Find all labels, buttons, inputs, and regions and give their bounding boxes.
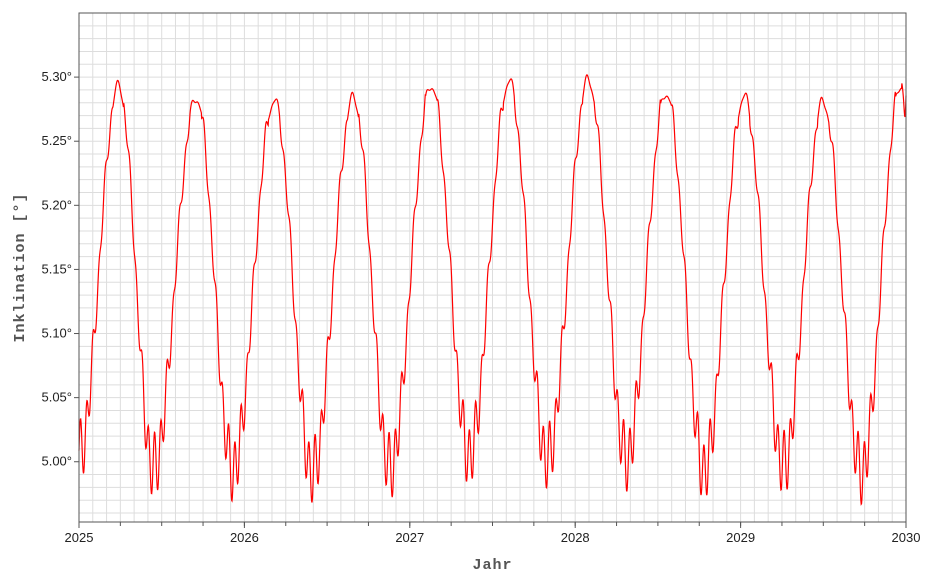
- x-tick-label: 2027: [395, 530, 424, 545]
- x-axis-label: Jahr: [472, 557, 512, 574]
- y-tick-label: 5.20°: [41, 197, 72, 212]
- inclination-series-line: [78, 74, 907, 506]
- y-tick-label: 5.30°: [41, 69, 72, 84]
- x-tick-label: 2030: [892, 530, 921, 545]
- y-tick-label: 5.15°: [41, 261, 72, 276]
- y-tick-label: 5.05°: [41, 390, 72, 405]
- grid: [79, 13, 906, 522]
- y-axis-label: Inklination [°]: [12, 192, 29, 342]
- y-tick-label: 5.25°: [41, 133, 72, 148]
- y-tick-label: 5.10°: [41, 326, 72, 341]
- x-tick-label: 2029: [726, 530, 755, 545]
- series-layer: [78, 74, 907, 506]
- x-tick-label: 2025: [65, 530, 94, 545]
- ticks: 2025 2026 2027 2028 2029 2030 5.00° 5.05° 5.10° 5…: [41, 69, 920, 545]
- y-tick-label: 5.00°: [41, 454, 72, 469]
- x-tick-label: 2026: [230, 530, 259, 545]
- x-tick-label: 2028: [561, 530, 590, 545]
